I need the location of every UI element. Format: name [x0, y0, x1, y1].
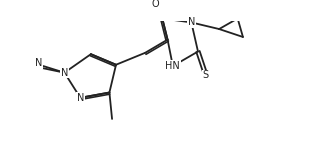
Text: S: S [203, 70, 209, 80]
Text: N: N [188, 17, 195, 27]
Text: N: N [35, 58, 43, 68]
Text: N: N [61, 68, 68, 78]
Text: O: O [152, 0, 160, 9]
Text: N: N [77, 93, 84, 103]
Text: HN: HN [165, 61, 180, 71]
